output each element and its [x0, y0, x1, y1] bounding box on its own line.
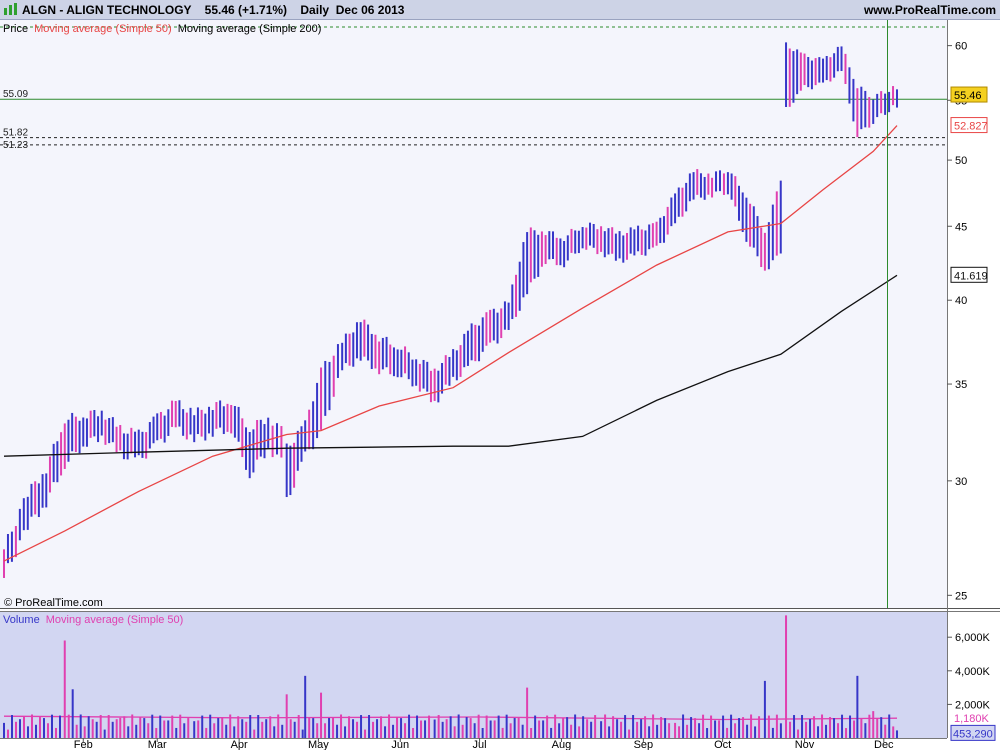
volume-tick-label: 2,000K — [955, 699, 991, 711]
level-label: 51.23 — [3, 140, 28, 151]
volume-tick-label: 6,000K — [955, 632, 991, 644]
price-tick-label: 30 — [955, 476, 967, 488]
x-tick-label: Jun — [391, 739, 409, 750]
legend-volume-ma: Moving average (Simple 50) — [46, 614, 184, 626]
volume-legend: Volume Moving average (Simple 50) — [3, 614, 183, 626]
last-volume-tag-text: 453,290 — [953, 728, 993, 740]
ma50-tag-text: 52.827 — [954, 121, 988, 133]
legend-ma200: Moving average (Simple 200) — [178, 23, 322, 35]
volume-y-ticks: 2,000K 4,000K 6,000K — [947, 632, 991, 711]
last-price-tag-box — [950, 86, 988, 103]
price-tick-label: 40 — [955, 295, 967, 307]
copyright-text: © ProRealTime.com — [4, 597, 103, 609]
price-tick-label: 45 — [955, 221, 967, 233]
x-tick-label: Nov — [795, 739, 815, 750]
price-tick-label: 60 — [955, 41, 967, 53]
price-tick-label: 25 — [955, 590, 967, 602]
legend-volume: Volume — [3, 614, 40, 626]
ma200-tag-text: 41.619 — [954, 270, 988, 282]
x-tick-label: Apr — [231, 739, 248, 750]
x-axis-ticks: Feb Mar Apr May Jun Jul Aug Sep Oct Nov Dec — [74, 738, 894, 750]
chart-title: ALGN - ALIGN TECHNOLOGY 55.46 (+1.71%) D… — [22, 3, 405, 17]
x-tick-label: Feb — [74, 739, 93, 750]
last-price-tag-text: 55.46 — [954, 90, 982, 102]
x-tick-label: Oct — [714, 739, 731, 750]
ma50-tag-box — [950, 117, 988, 134]
legend-price: Price — [3, 23, 28, 35]
price-bars — [3, 42, 898, 578]
site-link[interactable]: www.ProRealTime.com — [863, 3, 996, 17]
ma50-line — [3, 125, 898, 562]
ma200-tag-box — [950, 266, 988, 283]
ma200-line — [3, 274, 898, 457]
level-label: 55.09 — [3, 89, 28, 100]
x-tick-label: Dec — [874, 739, 894, 750]
level-label: 51.82 — [3, 128, 28, 139]
price-legend: Price Moving average (Simple 50) Moving … — [3, 23, 321, 35]
x-tick-label: Mar — [148, 739, 167, 750]
prorealtime-bars-icon — [4, 3, 17, 15]
x-tick-label: May — [308, 739, 329, 750]
volume-ma-tag-text: 1,180K — [954, 713, 990, 725]
price-panel-background — [0, 20, 947, 608]
header-bar: ALGN - ALIGN TECHNOLOGY 55.46 (+1.71%) D… — [0, 0, 1000, 20]
axis-value-tags: 55.46 52.827 41.619 1,180K 453,290 — [950, 86, 996, 741]
x-tick-label: Sep — [634, 739, 654, 750]
price-tick-label: 50 — [955, 155, 967, 167]
volume-tick-label: 4,000K — [955, 666, 991, 678]
x-tick-label: Aug — [552, 739, 572, 750]
price-tick-label: 35 — [955, 379, 967, 391]
last-volume-tag-box — [950, 724, 996, 741]
legend-ma50: Moving average (Simple 50) — [34, 23, 172, 35]
x-tick-label: Jul — [473, 739, 487, 750]
volume-bars — [3, 615, 898, 738]
